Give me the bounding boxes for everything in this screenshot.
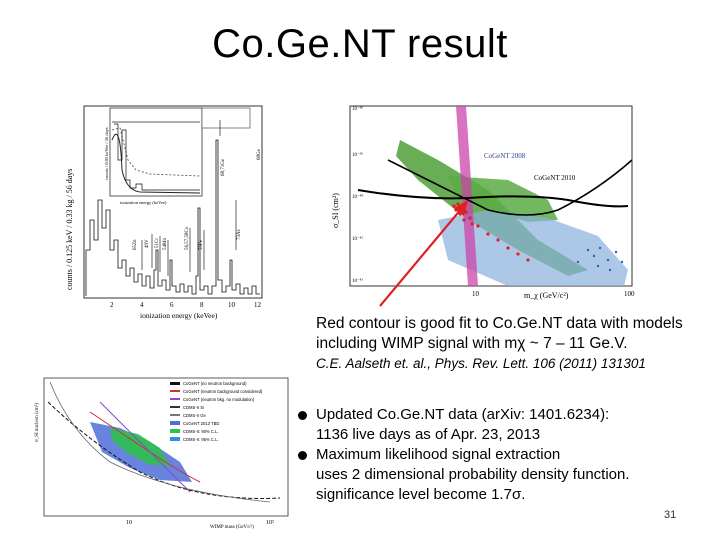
bullet-dot-icon bbox=[298, 411, 307, 420]
legend-entry: CoGeNT (no neutron background) bbox=[183, 381, 247, 386]
x-tick: 2 bbox=[110, 301, 114, 309]
x-tick: 10 bbox=[126, 520, 132, 526]
y-tick: 10⁻³⁹ bbox=[352, 152, 363, 158]
y-tick: 10⁻⁴⁰ bbox=[352, 194, 363, 200]
y-tick: 10⁻⁴¹ bbox=[352, 236, 363, 242]
spectrum-inset bbox=[109, 107, 203, 197]
x-tick: 10 bbox=[472, 290, 480, 298]
inset-xlabel: ionization energy (keVee) bbox=[120, 200, 167, 205]
page-number: 31 bbox=[664, 509, 677, 521]
legend-entry: CoGeNT (neutron background considered) bbox=[183, 389, 263, 394]
bullet-item: Updated Co.Ge.NT data (arXiv: 1401.6234)… bbox=[296, 405, 716, 445]
exclusion-plot-2014: CoGeNT (no neutron background) CoGeNT (n… bbox=[30, 372, 294, 530]
cogent-2010-curve bbox=[357, 189, 629, 208]
peak-label: 65Zn bbox=[133, 239, 138, 250]
plot-axes bbox=[43, 377, 289, 517]
peak-label: 49V bbox=[145, 239, 150, 248]
x-tick: 8 bbox=[200, 301, 204, 309]
legend-entry: CDMS-II Ge bbox=[183, 413, 206, 418]
peak-label: 56,57,58Co bbox=[185, 226, 190, 250]
magenta-band bbox=[456, 106, 478, 286]
bullet-line: Updated Co.Ge.NT data (arXiv: 1401.6234)… bbox=[316, 406, 610, 423]
bullet-list: Updated Co.Ge.NT data (arXiv: 1401.6234)… bbox=[296, 405, 716, 505]
citation: C.E. Aalseth et. al., Phys. Rev. Lett. 1… bbox=[316, 356, 646, 371]
x-tick: 4 bbox=[140, 301, 144, 309]
caption-line: Red contour is good fit to Co.Ge.NT data… bbox=[316, 315, 683, 332]
blue-region bbox=[438, 210, 628, 286]
plot-xlabel: m_χ (GeV/c²) bbox=[524, 291, 569, 300]
legend-entry: CDMS-II: 95% C.L. bbox=[183, 437, 219, 442]
plot-ylabel: σ_SI (cm²) bbox=[331, 193, 340, 228]
legend-entry: CoGeNT 2013 TBD bbox=[183, 421, 219, 426]
plot-axes bbox=[349, 105, 633, 287]
peak-label: 54Mn bbox=[163, 238, 168, 250]
peak-label: 68Ge bbox=[257, 148, 262, 160]
peak-label: 55Fe bbox=[199, 239, 204, 250]
peak-label: 73As bbox=[237, 229, 242, 240]
plot-xlabel: WIMP mass (GeV/c²) bbox=[210, 524, 254, 530]
slide-title: Co.Ge.NT result bbox=[212, 22, 508, 66]
peak-label: 68,71Ge bbox=[221, 158, 226, 176]
bullet-line: uses 2 dimensional probability density f… bbox=[316, 466, 630, 483]
legend-entry: CDMS-II Si bbox=[183, 405, 204, 410]
spectrum-axes bbox=[83, 105, 263, 299]
x-tick: 12 bbox=[254, 301, 262, 309]
exclusion-plot-2011: CoGeNT 2008 CoGeNT 2010 10⁻³⁸ 10⁻³⁹ 10⁻⁴… bbox=[328, 100, 640, 314]
bullet-line: Maximum likelihood signal extraction bbox=[316, 446, 561, 463]
label-cogent-2010: CoGeNT 2010 bbox=[534, 174, 576, 182]
plot-ylabel: σ_SI nucleon (cm²) bbox=[34, 403, 40, 442]
bullet-dot-icon bbox=[298, 451, 307, 460]
spectrum-ylabel: counts / 0.125 keV / 0.33 kg / 56 days bbox=[65, 169, 74, 290]
y-tick: 10⁻⁴² bbox=[352, 278, 363, 284]
spectrum-figure: 65Zn 49V 51Cr 54Mn 56,57,58Co 55Fe 68,71… bbox=[60, 100, 276, 322]
caption: Red contour is good fit to Co.Ge.NT data… bbox=[316, 314, 716, 354]
legend-entry: CoGeNT (neutron bkg. no modulation) bbox=[183, 397, 255, 402]
bullet-line: 1136 live days as of Apr. 23, 2013 bbox=[316, 426, 541, 443]
spectrum-xlabel: ionization energy (keVee) bbox=[140, 311, 218, 320]
x-tick: 10² bbox=[266, 520, 274, 526]
x-tick: 6 bbox=[170, 301, 174, 309]
legend-entry: CDMS-II: 90% C.L. bbox=[183, 429, 219, 434]
bullet-item: Maximum likelihood signal extraction use… bbox=[296, 445, 716, 505]
inset-ylabel: counts / 0.05 keVee / 56 days bbox=[104, 127, 109, 180]
spectrum-trace bbox=[85, 139, 260, 296]
x-tick: 100 bbox=[624, 290, 635, 298]
caption-line: including WIMP signal with mχ ~ 7 – 11 G… bbox=[316, 335, 628, 352]
bullet-line: significance level become 1.7σ. bbox=[316, 486, 526, 503]
red-contour bbox=[452, 202, 530, 262]
pointer-arrow bbox=[379, 200, 468, 307]
legend: CoGeNT (no neutron background) CoGeNT (n… bbox=[170, 381, 263, 442]
label-cogent-2008: CoGeNT 2008 bbox=[484, 152, 526, 160]
y-tick: 10⁻³⁸ bbox=[352, 106, 363, 112]
x-tick: 10 bbox=[228, 301, 236, 309]
peak-label: 51Cr bbox=[155, 238, 160, 248]
